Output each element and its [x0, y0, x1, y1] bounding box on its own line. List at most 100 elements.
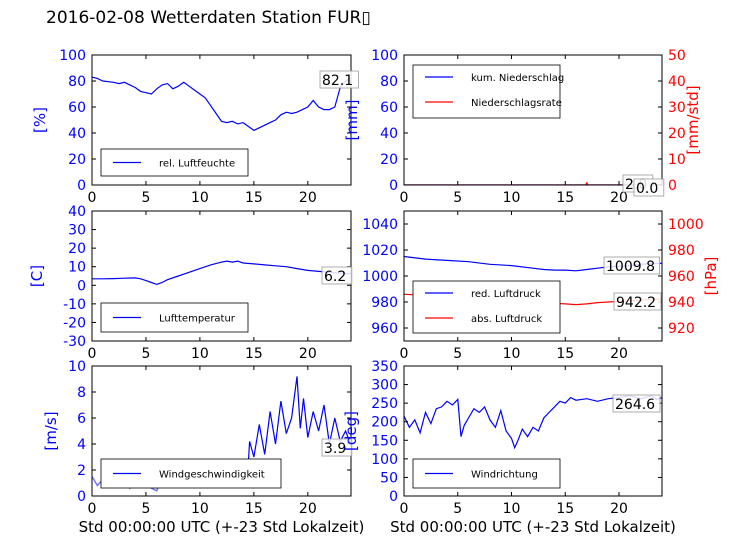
- y-tick-right-label: 30: [668, 100, 686, 116]
- legend: rel. Luftfeuchte: [100, 148, 249, 177]
- x-tick-label: 0: [88, 346, 97, 362]
- x-axis-label: Std 00:00:00 UTC (+-23 Std Lokalzeit): [79, 518, 365, 536]
- x-tick-label: 15: [556, 190, 574, 206]
- y-tick-label: 1040: [362, 217, 398, 233]
- legend-label: Niederschlagsrate: [471, 98, 562, 109]
- y-tick-label: 150: [371, 433, 398, 449]
- y-tick-label: 80: [68, 74, 86, 90]
- legend: kum. Niederschlag Niederschlagsrate: [412, 64, 564, 119]
- x-tick-label: 20: [610, 190, 628, 206]
- y-tick-label: 0: [77, 178, 86, 194]
- legend-frame: [412, 64, 561, 119]
- legend: Windrichtung: [412, 458, 561, 489]
- y-tick-label: 250: [371, 396, 398, 412]
- annotation-value: 264.6: [615, 397, 655, 413]
- annotation-value: 1009.8: [606, 259, 655, 275]
- series-line-humidity-0: [92, 76, 351, 132]
- legend-label: kum. Niederschlag: [471, 73, 564, 84]
- y-tick-label: 40: [68, 204, 86, 220]
- annotation-box: [613, 292, 662, 311]
- legend: Windgeschwindigkeit: [100, 458, 282, 489]
- x-tick-label: 20: [610, 346, 628, 362]
- x-axis-label: Std 00:00:00 UTC (+-23 Std Lokalzeit): [390, 518, 676, 536]
- y-axis-label-right: [mm/std]: [684, 85, 702, 154]
- y-tick-label: 1020: [362, 243, 398, 259]
- y-tick-label: 20: [380, 152, 398, 168]
- x-tick-label: 5: [141, 501, 150, 517]
- x-tick-label: 15: [245, 190, 263, 206]
- x-tick-label: 15: [556, 501, 574, 517]
- y-tick-label: -20: [63, 315, 86, 331]
- x-tick-label: 5: [453, 501, 462, 517]
- y-tick-right-label: 980: [668, 243, 695, 259]
- y-tick-label: 20: [68, 241, 86, 257]
- annotation-value: 82.1: [322, 73, 353, 89]
- y-tick-label: -10: [63, 297, 86, 313]
- chart-wind_speed: 0 5 10 15 20 0 2 4 6 8 10 [m/s] Std 00:00:00 UTC (+-…: [42, 359, 364, 536]
- legend-label: Windgeschwindigkeit: [159, 470, 265, 481]
- annotation-value: 3.9: [324, 441, 346, 457]
- x-tick-label: 5: [141, 190, 150, 206]
- y-tick-label: 10: [68, 359, 86, 375]
- x-tick-label: 15: [556, 346, 574, 362]
- y-tick-label: 1000: [362, 269, 398, 285]
- legend-label: abs. Luftdruck: [471, 314, 542, 325]
- y-tick-label: 2: [77, 463, 86, 479]
- y-tick-label: 60: [380, 100, 398, 116]
- y-tick-label: 100: [371, 48, 398, 64]
- plot-frame: [403, 365, 663, 497]
- y-tick-label: 100: [371, 452, 398, 468]
- y-tick-label: 0: [389, 489, 398, 505]
- x-tick-label: 0: [400, 190, 409, 206]
- y-tick-right-label: 40: [668, 74, 686, 90]
- x-tick-label: 0: [400, 346, 409, 362]
- plot-frame: [91, 365, 352, 497]
- series-line-wind_direction-0: [404, 395, 662, 450]
- y-tick-label: 0: [77, 489, 86, 505]
- annotation-box: [321, 266, 353, 285]
- x-tick-label: 20: [299, 346, 317, 362]
- annotation-value: 0.0: [636, 181, 658, 197]
- chart-temperature: 0 5 10 15 20 -30 -20 -10 0 10 20 30 40 [C] 6.2 Lufttemp…: [28, 204, 353, 362]
- y-axis-label: [%]: [31, 107, 49, 133]
- plot-frame: [403, 54, 663, 186]
- y-tick-label: 960: [371, 321, 398, 337]
- y-tick-right-label: 20: [668, 126, 686, 142]
- annotation-value: 6.2: [324, 269, 346, 285]
- y-tick-right-label: 960: [668, 269, 695, 285]
- y-tick-right-label: 10: [668, 152, 686, 168]
- annotation-box: [633, 178, 665, 197]
- y-tick-label: 40: [380, 126, 398, 142]
- legend-label: red. Luftdruck: [471, 289, 541, 300]
- y-tick-label: 10: [68, 260, 86, 276]
- annotation-box: [603, 256, 660, 275]
- x-tick-label: 10: [191, 501, 209, 517]
- annotation-value: 942.2: [616, 295, 656, 311]
- y-axis-label: [m/s]: [42, 411, 60, 450]
- y-tick-label: 8: [77, 385, 86, 401]
- series-line-temperature-0: [92, 260, 351, 286]
- legend-label: Windrichtung: [471, 470, 538, 481]
- x-tick-label: 20: [299, 190, 317, 206]
- y-tick-right-label: 1000: [668, 217, 704, 233]
- x-tick-label: 0: [88, 190, 97, 206]
- x-tick-label: 10: [191, 190, 209, 206]
- x-tick-label: 0: [88, 501, 97, 517]
- y-tick-right-label: 940: [668, 295, 695, 311]
- y-tick-label: 50: [380, 470, 398, 486]
- annotation-box: [319, 70, 359, 89]
- y-tick-label: 80: [380, 74, 398, 90]
- y-tick-right-label: 920: [668, 321, 695, 337]
- y-axis-label: [mm]: [343, 100, 361, 141]
- legend: Lufttemperatur: [100, 302, 249, 333]
- x-tick-label: 0: [400, 501, 409, 517]
- y-tick-right-label: 50: [668, 48, 686, 64]
- y-tick-label: 200: [371, 415, 398, 431]
- chart-humidity: 0 5 10 15 20 0 20 40 60 80 100 [%] 82.1 rel. Luftfeuc…: [31, 48, 359, 206]
- annotation-box: [321, 438, 353, 457]
- x-tick-label: 10: [503, 190, 521, 206]
- x-tick-label: 5: [453, 190, 462, 206]
- legend-label: rel. Luftfeuchte: [159, 159, 235, 170]
